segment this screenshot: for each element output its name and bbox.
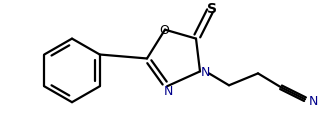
Text: O: O (159, 24, 169, 37)
Text: N: N (163, 85, 173, 98)
Text: N: N (200, 66, 210, 79)
Text: N: N (308, 95, 318, 108)
Text: S: S (207, 2, 217, 16)
